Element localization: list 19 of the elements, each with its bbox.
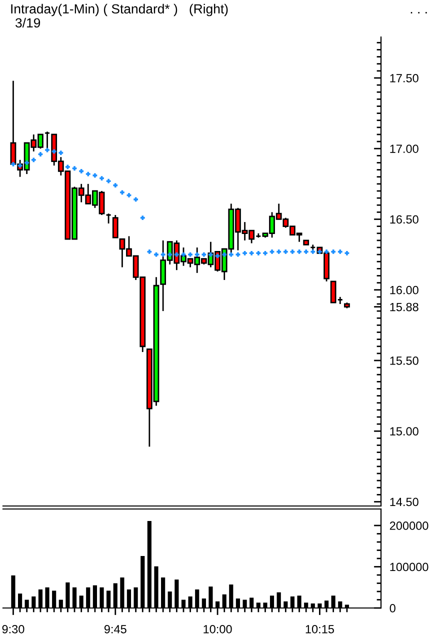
x-tick-label: 9:30: [2, 624, 24, 634]
y-tick-label: 0: [390, 604, 396, 612]
y-tick-label: 14.50: [390, 498, 418, 506]
chart-subtitle: 3/19: [16, 18, 40, 28]
text: . . .: [410, 12, 427, 14]
y-tick-label: 15.00: [390, 427, 418, 436]
y-tick-label: 16.00: [390, 286, 418, 294]
x-tick-label: 10:00: [204, 624, 232, 634]
x-tick-label: 10:15: [306, 624, 334, 634]
y-tick-label: 15.50: [390, 356, 418, 365]
chart-title: Intraday(1-Min) ( Standard* ) (Right): [11, 4, 228, 16]
y-tick-label: 15.88: [390, 302, 418, 312]
y-tick-label: 200000: [390, 522, 428, 530]
y-tick-label: 17.00: [390, 144, 418, 153]
y-tick-label: 16.50: [390, 215, 418, 224]
y-tick-label: 100000: [390, 562, 428, 572]
y-tick-label: 17.50: [390, 74, 418, 82]
x-tick-label: 9:45: [104, 624, 126, 634]
candlestick: [112, 214, 118, 238]
